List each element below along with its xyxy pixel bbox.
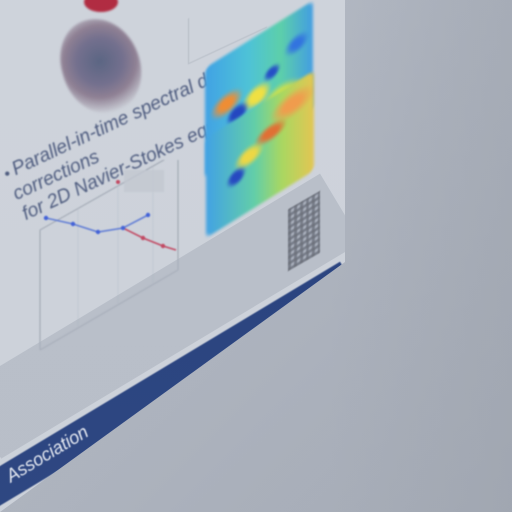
series-red-markers	[116, 180, 166, 249]
wall-background	[330, 0, 512, 512]
series-red-line	[122, 227, 177, 251]
plot-legend	[124, 170, 164, 192]
poster: •Parallel-in-time spectral deferred corr…	[0, 0, 345, 512]
series-markers	[43, 212, 151, 235]
red-graphic	[84, 0, 118, 12]
